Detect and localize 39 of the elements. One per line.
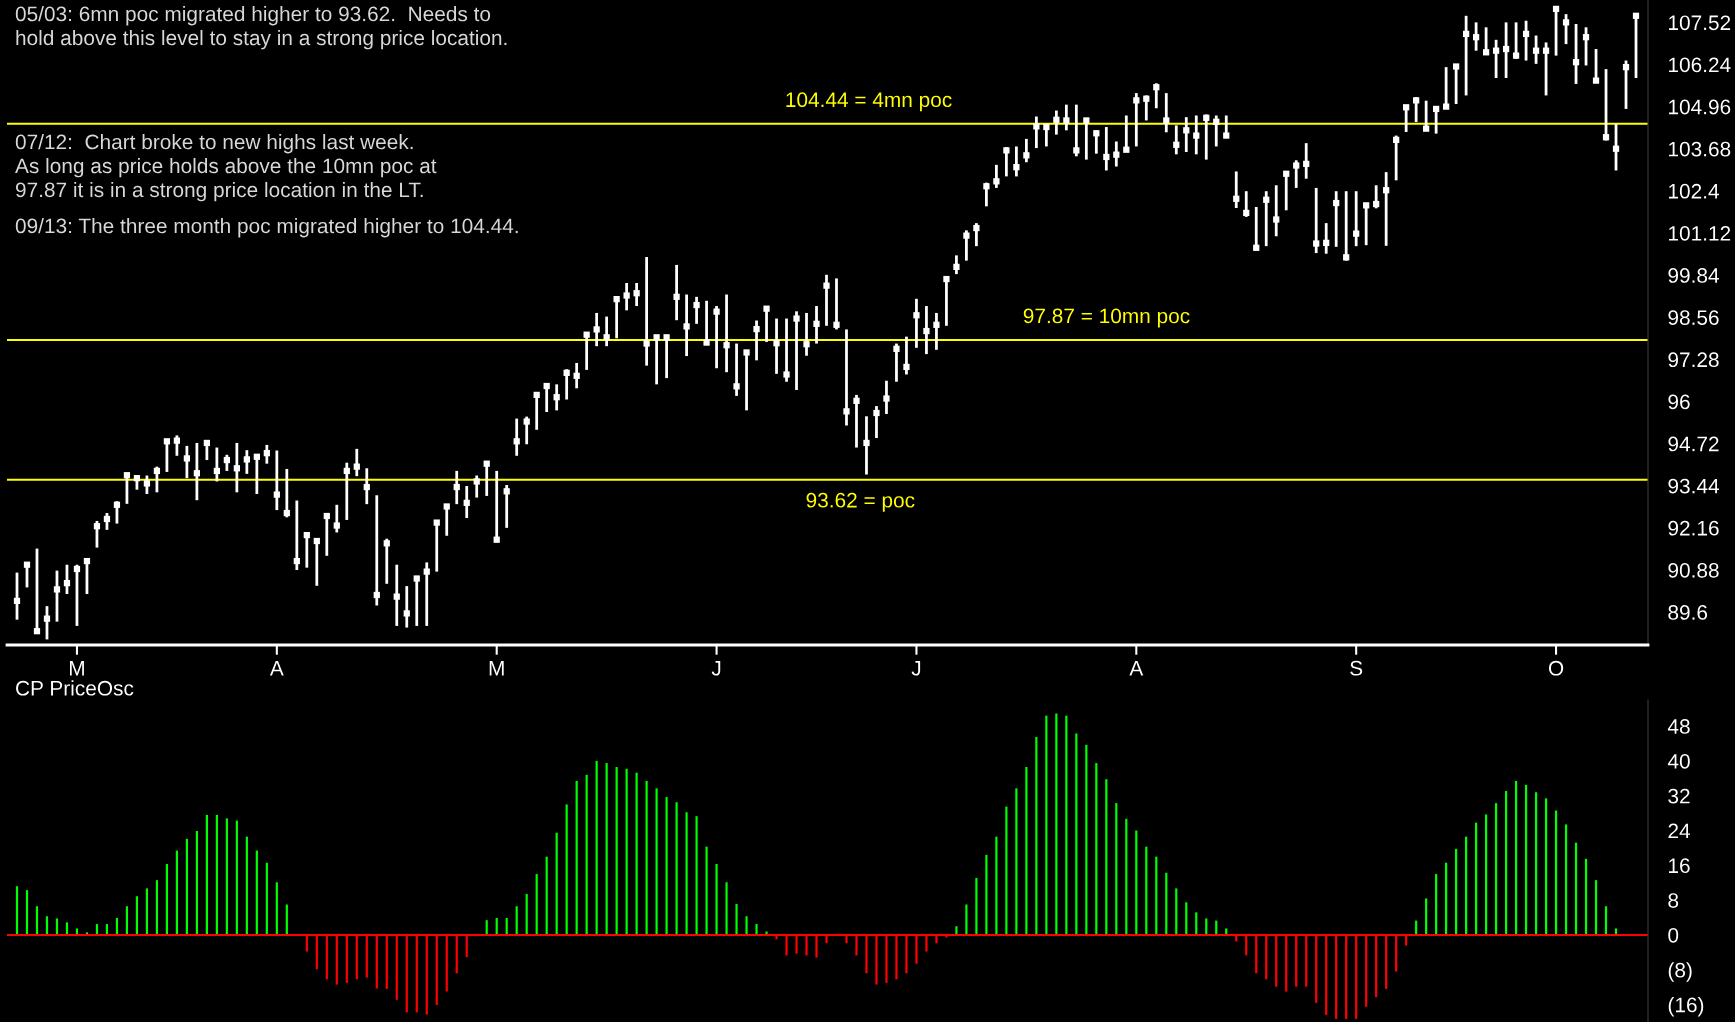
ref-line-label: 93.62 = poc [806,492,915,512]
x-tick-label: M [69,661,84,676]
x-tick-label: J [711,661,721,676]
annotation: 07/12: Chart broke to new highs last week. As long as price holds above the 10mn poc at 97.87 it is in a strong price location in the LT. [15,134,437,202]
y-tick-label: 24 [1668,823,1691,839]
y-tick-label: 94.72 [1668,436,1719,452]
y-tick-label: 106.24 [1669,57,1731,73]
ref-line-label: 104.44 = 4mn poc [786,92,952,112]
y-tick-label: 93.44 [1668,478,1719,494]
y-tick-label: (16) [1668,997,1704,1017]
y-tick-label: 96 [1668,394,1690,410]
ref-line-label: 97.87 = 10mn poc [1023,308,1190,328]
y-tick-label: 0 [1668,927,1679,943]
y-tick-label: 99.84 [1668,268,1719,283]
x-tick-label: A [269,661,284,676]
y-tick-label: 8 [1668,893,1679,908]
y-tick-label: 89.6 [1668,605,1708,620]
x-tick-label: S [1350,660,1363,676]
annotation: 05/03: 6mn poc migrated higher to 93.62. Needs to hold above this level to stay in a strong price location. [15,6,507,50]
y-tick-label: 101.12 [1669,225,1731,241]
x-tick-label: O [1548,660,1564,676]
y-tick-label: 90.88 [1668,562,1719,578]
x-tick-label: M [489,661,504,676]
y-tick-label: 92.16 [1668,520,1719,536]
chart-title: CP PriceOsc [16,680,134,696]
x-tick-label: A [1129,661,1144,676]
y-tick-label: 98.56 [1668,310,1719,325]
y-tick-label: 40 [1667,753,1690,769]
y-tick-label: 103.68 [1669,141,1731,157]
y-tick-label: 32 [1668,788,1690,804]
y-tick-label: 102.4 [1669,183,1719,199]
x-tick-label: J [911,661,921,676]
y-tick-label: (8) [1668,962,1692,982]
y-tick-label: 48 [1667,719,1690,734]
y-tick-label: 16 [1669,858,1690,874]
y-tick-label: 107.52 [1669,15,1731,31]
annotation: 09/13: The three month poc migrated higher to 104.44. [15,218,518,238]
y-tick-label: 97.28 [1668,352,1719,368]
y-tick-label: 104.96 [1669,99,1731,115]
